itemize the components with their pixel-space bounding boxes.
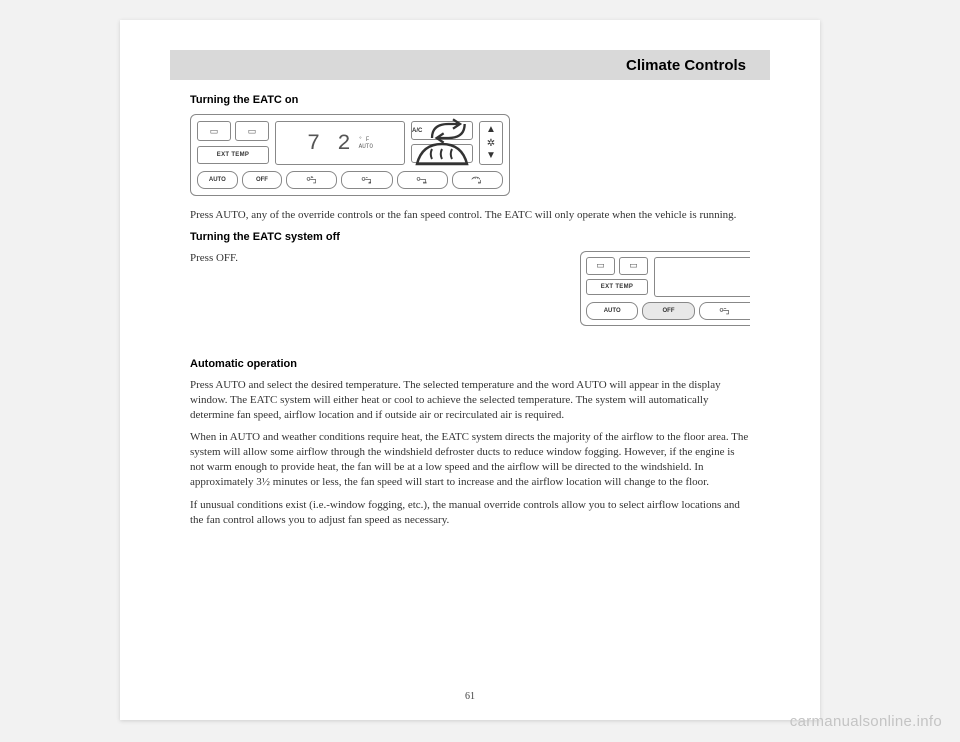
eatc-panel-full: ▭ ▭ EXT TEMP 7 2 ° F AUTO A/C [190, 114, 510, 196]
vent-floor-icon [415, 175, 429, 185]
defrost-icon [412, 139, 472, 169]
manual-page: Climate Controls Turning the EATC on ▭ ▭… [120, 20, 820, 720]
body-off: Press OFF. [190, 251, 556, 266]
body-auto-p2: When in AUTO and weather conditions requ… [190, 430, 750, 489]
vent-panel-icon-small [718, 306, 732, 316]
vent-floor-button [397, 171, 448, 189]
vent-panel-button [286, 171, 337, 189]
eatc-panel-off: ▭ ▭ EXT TEMP AUTO OFF [580, 251, 750, 326]
auto-button: AUTO [197, 171, 238, 189]
lcd-display: 7 2 ° F AUTO [275, 121, 405, 165]
vent-panel-button-small [699, 302, 750, 320]
fan-up-icon: ▲ [486, 125, 496, 135]
vent-panel-floor-icon [360, 175, 374, 185]
auto-button-small: AUTO [586, 302, 638, 320]
fan-down-icon: ▼ [486, 151, 496, 161]
temp-up-button: ▭ [235, 121, 269, 141]
vent-panel-floor-button [341, 171, 392, 189]
heading-turning-off: Turning the EATC system off [190, 231, 750, 243]
defrost-button [411, 144, 473, 163]
off-button-small: OFF [642, 302, 694, 320]
ext-temp-button-small: EXT TEMP [586, 279, 648, 295]
temp-unit: ° F [359, 136, 370, 143]
vent-floor-defrost-icon [470, 175, 484, 185]
body-auto-p3: If unusual conditions exist (i.e.-window… [190, 498, 750, 528]
temp-up-button-small: ▭ [619, 257, 648, 275]
temp-down-button-small: ▭ [586, 257, 615, 275]
heading-turning-on: Turning the EATC on [190, 94, 750, 106]
fan-icon: ✲ [487, 138, 495, 149]
off-button: OFF [242, 171, 283, 189]
body-auto-p1: Press AUTO and select the desired temper… [190, 378, 750, 423]
panel-frame: ▭ ▭ EXT TEMP 7 2 ° F AUTO A/C [190, 114, 510, 196]
mode-indicator: AUTO [359, 143, 373, 150]
page-number: 61 [120, 691, 820, 702]
watermark: carmanualsonline.info [790, 713, 942, 730]
heading-auto: Automatic operation [190, 358, 750, 370]
panel-frame-small: ▭ ▭ EXT TEMP AUTO OFF [580, 251, 750, 326]
ac-recirc-button: A/C [411, 121, 473, 140]
header-title: Climate Controls [626, 57, 746, 74]
temp-down-button: ▭ [197, 121, 231, 141]
lcd-display-off [654, 257, 750, 297]
vent-panel-icon [305, 175, 319, 185]
fan-speed-control: ▲ ✲ ▼ [479, 121, 503, 165]
ext-temp-button: EXT TEMP [197, 146, 269, 164]
vent-floor-defrost-button [452, 171, 503, 189]
body-on: Press AUTO, any of the override controls… [190, 208, 750, 223]
temp-readout: 7 2 [307, 131, 353, 156]
header-bar: Climate Controls [170, 50, 770, 80]
